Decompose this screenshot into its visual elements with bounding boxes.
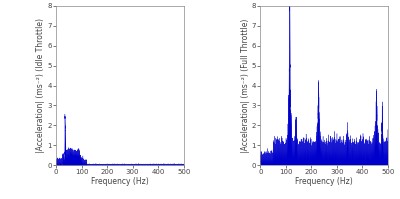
X-axis label: Frequency (Hz): Frequency (Hz) (91, 178, 149, 186)
X-axis label: Frequency (Hz): Frequency (Hz) (295, 178, 353, 186)
Y-axis label: |Acceleration| (ms⁻²) (Idle Throttle): |Acceleration| (ms⁻²) (Idle Throttle) (36, 18, 45, 153)
Y-axis label: |Acceleration| (ms⁻²) (Full Throttle): |Acceleration| (ms⁻²) (Full Throttle) (240, 18, 250, 153)
